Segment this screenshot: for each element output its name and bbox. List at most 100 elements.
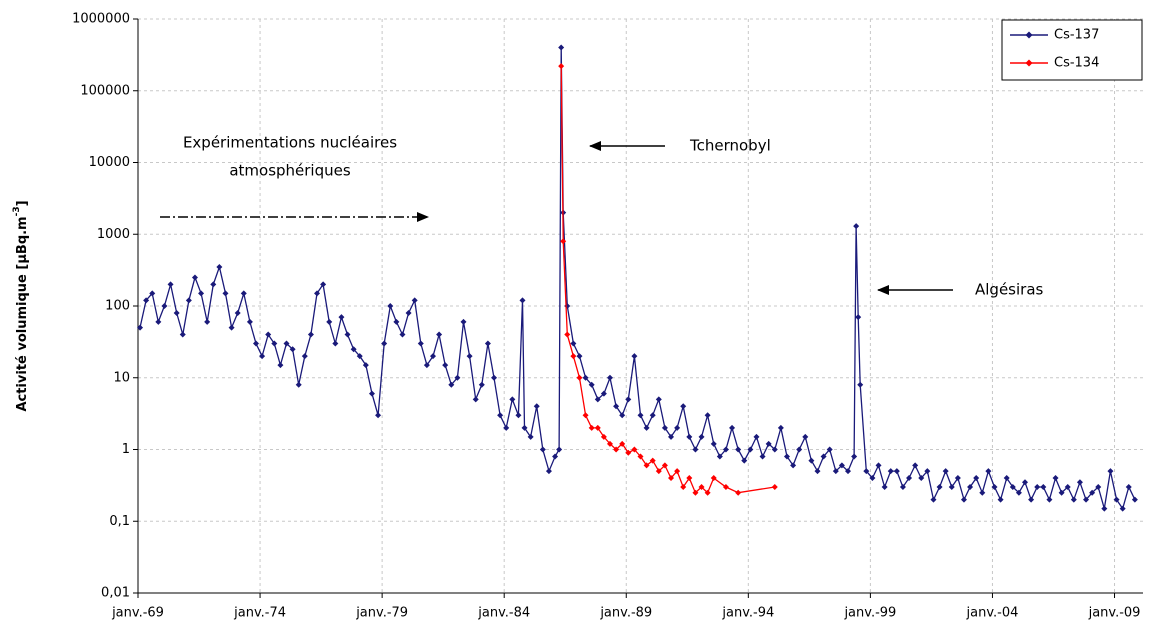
annotation: atmosphériques [229,162,351,180]
data-point [668,475,675,482]
data-point [149,290,156,297]
x-tick-label: janv.-99 [843,606,896,621]
data-point [814,468,821,475]
data-point [942,468,949,475]
data-point [710,440,717,447]
data-point [649,412,656,419]
data-point [143,297,150,304]
data-point [216,263,223,270]
data-point [661,424,668,431]
data-point [1064,484,1071,491]
data-point [1070,496,1077,503]
data-point [832,468,839,475]
data-point [899,484,906,491]
data-point [503,424,510,431]
y-tick-label: 100000 [80,83,130,98]
data-point [301,353,308,360]
x-tick-label: janv.-84 [477,606,530,621]
data-point [570,340,577,347]
data-point [204,318,211,325]
data-point [735,489,742,496]
data-point [674,424,681,431]
data-point [680,403,687,410]
legend-box [1001,19,1143,81]
data-point [1095,484,1102,491]
data-point [491,374,498,381]
data-point [576,353,583,360]
data-point [918,475,925,482]
data-point [704,412,711,419]
data-point [552,453,559,460]
data-point [655,396,662,403]
data-point [271,340,278,347]
data-point [869,475,876,482]
data-point [851,453,858,460]
data-point [643,462,650,469]
annotation: Algésiras [975,281,1044,299]
data-point [527,433,534,440]
data-point [155,318,162,325]
data-point [613,446,620,453]
data-point [686,475,693,482]
data-point [210,281,217,288]
data-point [356,353,363,360]
data-point [716,453,723,460]
data-point [375,412,382,419]
data-point [509,396,516,403]
data-point [783,453,790,460]
data-point [826,446,833,453]
data-point [960,496,967,503]
y-tick-label: 10 [113,370,130,385]
data-point [1083,496,1090,503]
y-axis-label-end: ] [15,200,30,206]
data-point [472,396,479,403]
data-point [606,440,613,447]
data-point [729,424,736,431]
data-point [857,381,864,388]
data-point [649,457,656,464]
data-point [588,424,595,431]
data-point [1015,489,1022,496]
data-point [259,353,266,360]
data-point [655,468,662,475]
legend: Cs-137 Cs-134 [1001,19,1143,81]
data-point [533,403,540,410]
data-point [887,468,894,475]
data-point [985,468,992,475]
data-point [710,475,717,482]
data-point [674,468,681,475]
data-point [556,446,563,453]
data-point [423,362,430,369]
data-point [167,281,174,288]
data-point [558,44,565,51]
y-tick-label: 1000000 [72,12,130,27]
y-tick-label: 0,01 [101,586,130,601]
data-point [161,303,168,309]
data-point [393,318,400,325]
data-point [442,362,449,369]
data-point [320,281,327,288]
data-point [692,446,699,453]
data-point [484,340,491,347]
data-point [600,433,607,440]
y-axis-label-main: Activité volumique [µBq.m [15,216,30,411]
data-point [967,484,974,491]
data-point [1046,496,1053,503]
data-point [1040,484,1047,491]
data-point [765,440,772,447]
y-tick-label: 0,1 [109,514,130,529]
data-point [582,412,589,419]
data-point [1113,496,1120,503]
data-point [997,496,1004,503]
x-tick-label: janv.-04 [966,606,1019,621]
data-point [1131,496,1138,503]
data-point [936,484,943,491]
data-point [173,309,180,316]
data-point [600,390,607,397]
data-point [417,340,424,347]
data-point [515,412,522,419]
data-point [362,362,369,369]
data-point [692,489,699,496]
data-point [222,290,229,297]
data-point [240,290,247,297]
